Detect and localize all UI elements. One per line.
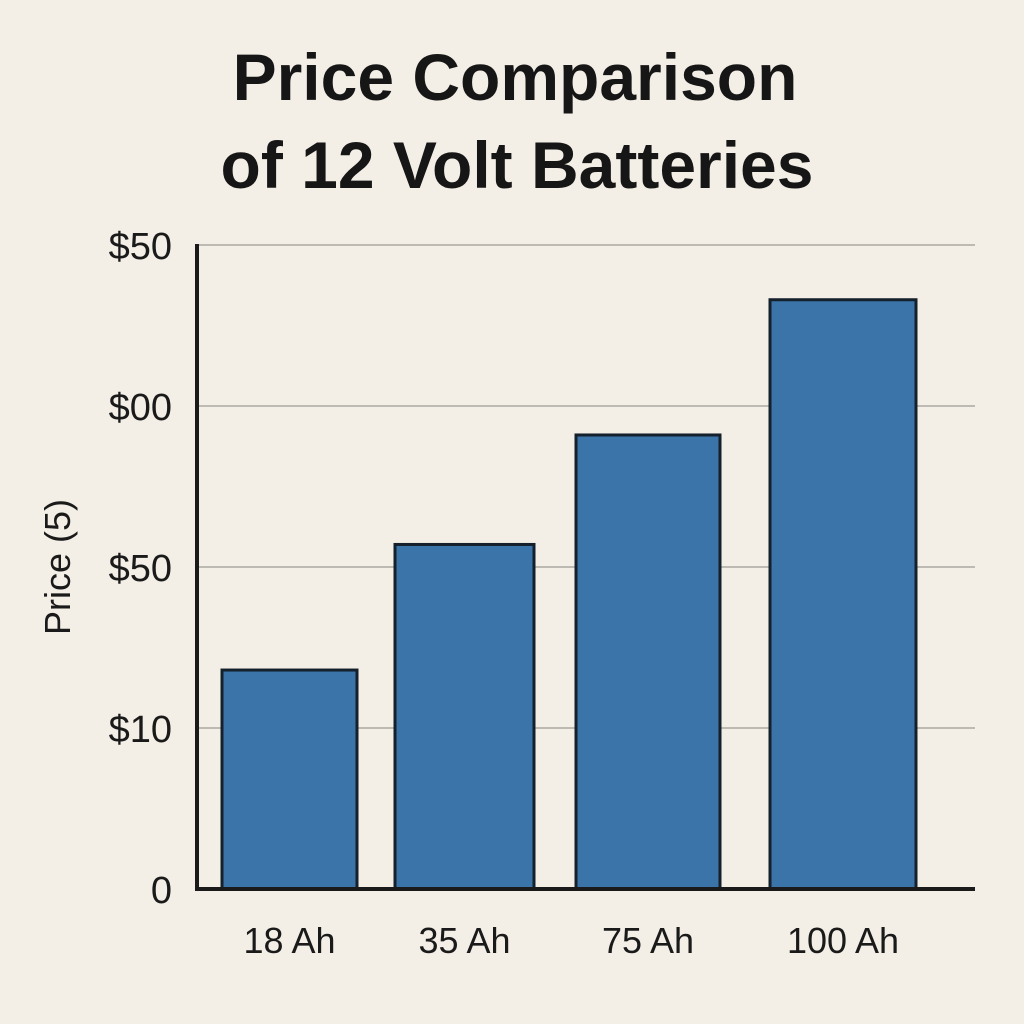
y-tick-label: $00 <box>109 387 172 429</box>
y-tick-label: 0 <box>151 870 172 912</box>
y-tick-label: $50 <box>109 226 172 268</box>
x-tick-labels: 18 Ah 35 Ah 75 Ah 100 Ah <box>243 920 899 961</box>
x-tick-label: 75 Ah <box>602 920 694 961</box>
y-tick-label: $10 <box>109 709 172 751</box>
bars <box>220 298 918 891</box>
x-tick-label: 100 Ah <box>787 920 899 961</box>
x-tick-label: 35 Ah <box>418 920 510 961</box>
chart-title-line-1: Price Comparison <box>233 40 798 114</box>
y-tick-labels: 0 $10 $50 $00 $50 <box>109 226 172 912</box>
bar-75-ah <box>574 433 722 891</box>
y-tick-label: $50 <box>109 548 172 590</box>
bar-18-ah <box>220 668 359 891</box>
bar-35-ah <box>393 542 536 891</box>
x-tick-label: 18 Ah <box>243 920 335 961</box>
chart-title-line-2: of 12 Volt Batteries <box>221 128 814 202</box>
bar-100-ah <box>768 298 918 891</box>
y-axis-label: Price (5) <box>37 499 78 635</box>
